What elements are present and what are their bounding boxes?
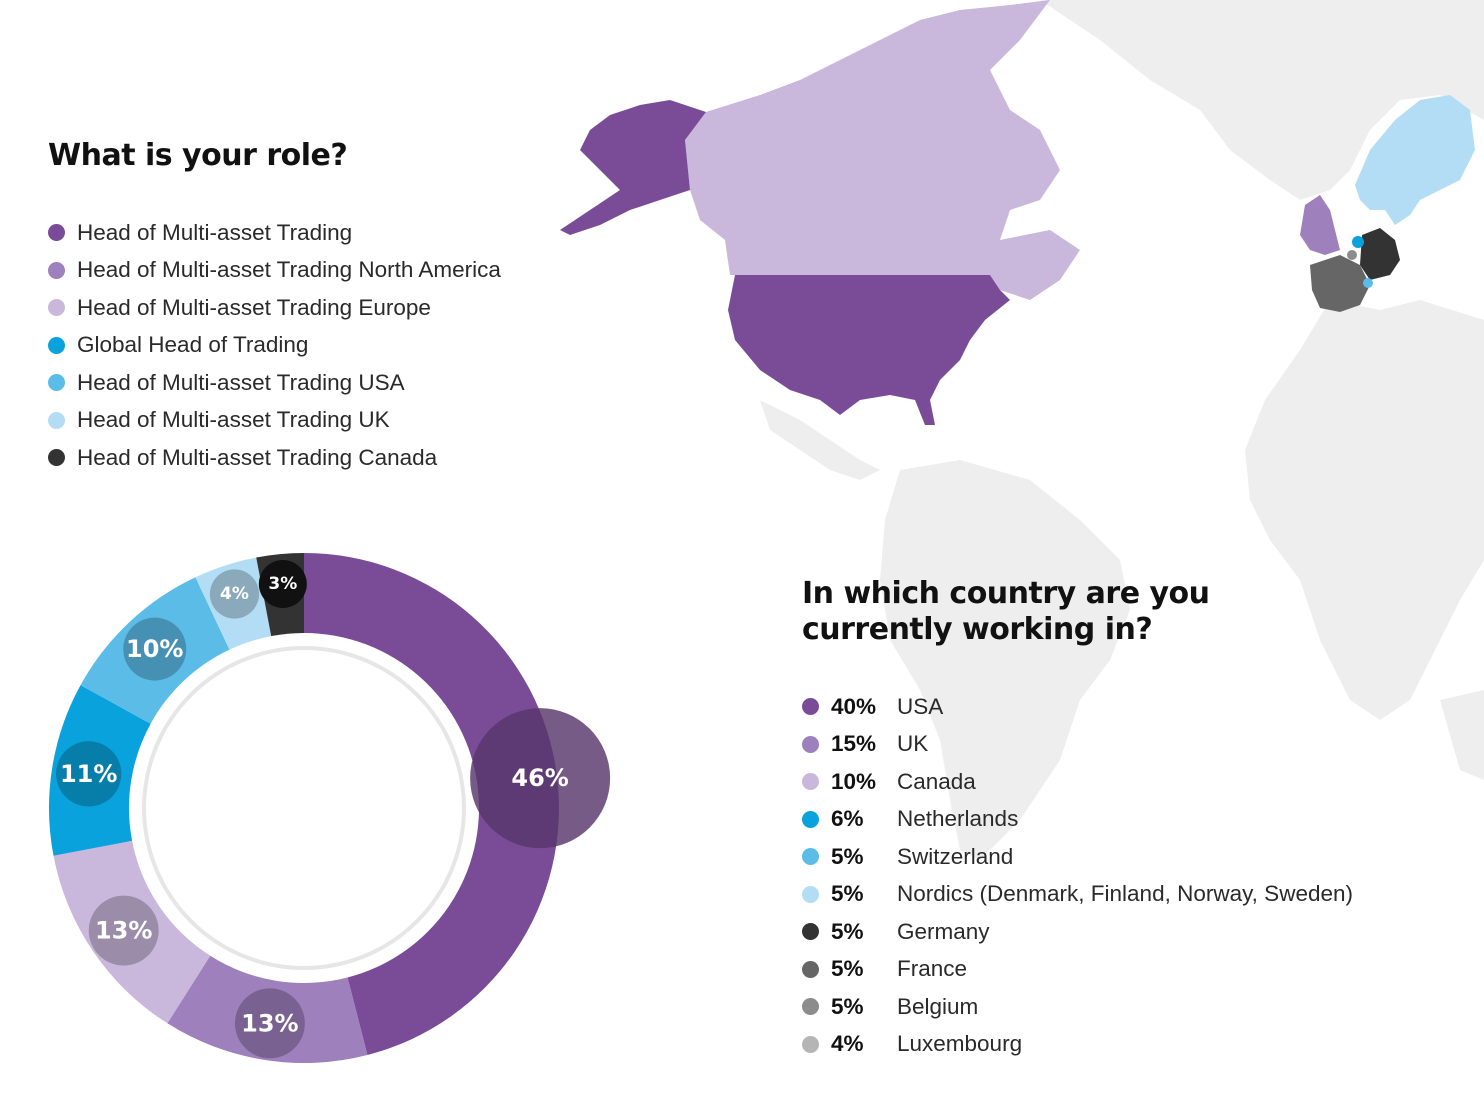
role-legend-label: Head of Multi-asset Trading (77, 219, 353, 245)
donut-inner-ring (142, 646, 466, 970)
legend-dot (48, 374, 65, 392)
country-percent: 15% (831, 731, 877, 757)
netherlands-region (1352, 236, 1364, 248)
role-legend-item: Head of Multi-asset Trading (48, 214, 501, 252)
country-legend-item: 5% Nordics (Denmark, Finland, Norway, Swe… (802, 876, 1353, 914)
donut-data-label: 46% (511, 764, 568, 792)
country-name: USA (897, 693, 944, 719)
legend-dot (802, 998, 819, 1016)
donut-label-bubble (234, 988, 305, 1059)
legend-dot (48, 261, 65, 279)
role-legend-label: Head of Multi-asset Trading North Americ… (77, 257, 501, 283)
country-legend-item: 40% USA (802, 688, 1353, 726)
legend-dot (48, 299, 65, 317)
role-legend-item: Head of Multi-asset Trading North Americ… (48, 252, 501, 290)
country-question-heading: In which country are you currently workin… (802, 576, 1210, 647)
legend-dot (802, 1035, 819, 1053)
role-question-heading: What is your role? (48, 138, 348, 173)
legend-dot (802, 960, 819, 978)
country-percent: 10% (831, 768, 877, 794)
country-name: Nordics (Denmark, Finland, Norway, Swede… (897, 881, 1353, 907)
donut-label-bubble (88, 895, 159, 966)
role-legend-item: Head of Multi-asset Trading Europe (48, 289, 501, 327)
donut-label-bubble (123, 617, 187, 681)
switzerland-region (1363, 278, 1373, 288)
map-background-land (760, 0, 1484, 860)
donut-label-bubble (258, 559, 307, 608)
role-legend-item: Head of Multi-asset Trading USA (48, 364, 501, 402)
legend-dot (48, 336, 65, 354)
role-legend-label: Head of Multi-asset Trading Europe (77, 294, 431, 320)
country-percent: 40% (831, 693, 877, 719)
canada-region (685, 0, 1080, 300)
donut-label-bubble (209, 569, 260, 619)
country-percent: 5% (831, 843, 864, 869)
country-name: Germany (897, 918, 990, 944)
donut-data-label: 10% (126, 635, 183, 663)
country-percent: 5% (831, 881, 864, 907)
role-legend-label: Head of Multi-asset Trading USA (77, 369, 405, 395)
role-legend-item: Head of Multi-asset Trading UK (48, 402, 501, 440)
legend-dot (802, 735, 819, 753)
country-legend-item: 15% UK (802, 726, 1353, 764)
role-legend: Head of Multi-asset Trading Head of Multi… (48, 214, 501, 477)
donut-data-label: 4% (220, 584, 249, 604)
role-legend-item: Global Head of Trading (48, 327, 501, 365)
uk-region (1300, 195, 1340, 255)
country-legend-item: 5% France (802, 951, 1353, 989)
country-name: UK (897, 731, 929, 757)
country-percent: 5% (831, 993, 864, 1019)
country-percent: 5% (831, 918, 864, 944)
donut-label-bubble (56, 741, 122, 807)
country-name: Belgium (897, 993, 979, 1019)
legend-dot (802, 848, 819, 866)
legend-dot (48, 449, 65, 467)
country-name: Luxembourg (897, 1031, 1023, 1057)
germany-region (1360, 228, 1400, 280)
country-name: Canada (897, 768, 976, 794)
alaska-region (560, 100, 706, 235)
country-legend: 40% USA 15% UK 10% Canada 6% Netherlands 5% Switz… (802, 688, 1353, 1063)
legend-dot (802, 810, 819, 828)
usa-region (728, 275, 1010, 425)
role-legend-label: Global Head of Trading (77, 332, 309, 358)
country-legend-item: 5% Belgium (802, 988, 1353, 1026)
country-name: Netherlands (897, 806, 1019, 832)
role-donut-chart: 46% 13% 13% 11% 10% 4% 3% (49, 553, 611, 1063)
role-legend-label: Head of Multi-asset Trading Canada (77, 444, 438, 470)
country-legend-item: 6% Netherlands (802, 801, 1353, 839)
country-name: Switzerland (897, 843, 1014, 869)
donut-data-label: 11% (60, 760, 117, 788)
legend-dot (802, 773, 819, 791)
legend-dot (48, 224, 65, 242)
country-percent: 6% (831, 806, 864, 832)
legend-dot (802, 698, 819, 716)
country-percent: 5% (831, 956, 864, 982)
country-legend-item: 5% Germany (802, 913, 1353, 951)
legend-dot (802, 923, 819, 941)
country-name: France (897, 956, 968, 982)
legend-dot (802, 885, 819, 903)
donut-label-bubble (470, 708, 611, 849)
role-legend-label: Head of Multi-asset Trading UK (77, 407, 390, 433)
country-legend-item: 5% Switzerland (802, 838, 1353, 876)
donut-data-label: 13% (241, 1009, 298, 1037)
donut-slice (304, 553, 560, 1055)
donut-data-label: 3% (268, 574, 297, 594)
nordics-region (1355, 95, 1475, 225)
country-legend-item: 10% Canada (802, 763, 1353, 801)
donut-data-label: 13% (95, 917, 152, 945)
role-legend-item: Head of Multi-asset Trading Canada (48, 439, 501, 477)
country-percent: 4% (831, 1031, 864, 1057)
belgium-region (1347, 250, 1357, 260)
country-legend-item: 4% Luxembourg (802, 1026, 1353, 1064)
legend-dot (48, 411, 65, 429)
france-region (1310, 255, 1370, 312)
